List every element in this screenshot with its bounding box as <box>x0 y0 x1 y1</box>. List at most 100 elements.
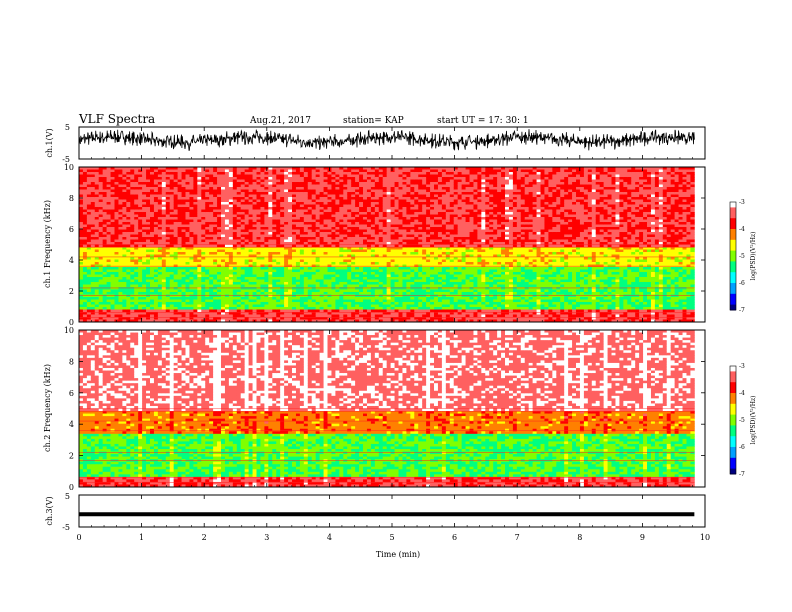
spectrogram-cell <box>245 302 249 305</box>
spectrogram-cell <box>245 315 249 318</box>
spectrogram-cell <box>371 245 375 248</box>
spectrogram-cell <box>142 205 146 208</box>
spectrogram-cell <box>146 282 150 285</box>
spectrogram-cell <box>205 270 209 273</box>
spectrogram-cell <box>186 195 190 198</box>
spectrogram-cell <box>197 240 201 243</box>
spectrogram-cell <box>312 297 316 300</box>
spectrogram-cell <box>95 302 99 305</box>
spectrogram-cell <box>189 240 193 243</box>
spectrogram-cell <box>257 202 261 205</box>
spectrogram-cell <box>166 307 170 310</box>
spectrogram-cell <box>87 292 91 295</box>
spectrogram-cell <box>363 310 367 313</box>
spectrogram-cell <box>107 272 111 275</box>
spectrogram-cell <box>186 205 190 208</box>
spectrogram-cell <box>174 172 178 175</box>
spectrogram-cell <box>130 305 134 308</box>
spectrogram-cell <box>284 245 288 248</box>
spectrogram-cell <box>339 285 343 288</box>
spectrogram-cell <box>347 172 351 175</box>
spectrogram-cell <box>91 230 95 233</box>
spectrogram-cell <box>99 292 103 295</box>
spectrogram-cell <box>292 227 296 230</box>
spectrogram-cell <box>146 275 150 278</box>
spectrogram-cell <box>154 182 158 185</box>
spectrogram-cell <box>347 227 351 230</box>
spectrogram-cell <box>331 225 335 228</box>
spectrogram-cell <box>134 252 138 255</box>
spectrogram-cell <box>213 212 217 215</box>
spectrogram-cell <box>383 262 387 265</box>
spectrogram-cell <box>312 240 316 243</box>
spectrogram-cell <box>363 260 367 263</box>
spectrogram-cell <box>367 250 371 253</box>
spectrogram-cell <box>189 197 193 200</box>
spectrogram-cell <box>272 170 276 173</box>
spectrogram-cell <box>162 192 166 195</box>
spectrogram-cell <box>193 295 197 298</box>
spectrogram-cell <box>115 270 119 273</box>
spectrogram-cell <box>221 217 225 220</box>
spectrogram-cell <box>355 197 359 200</box>
spectrogram-cell <box>126 202 130 205</box>
spectrogram-cell <box>99 302 103 305</box>
spectrogram-cell <box>170 250 174 253</box>
spectrogram-cell <box>292 230 296 233</box>
spectrogram-cell <box>339 217 343 220</box>
spectrogram-cell <box>118 197 122 200</box>
spectrogram-cell <box>233 235 237 238</box>
spectrogram-cell <box>379 280 383 283</box>
spectrogram-cell <box>316 262 320 265</box>
spectrogram-cell <box>367 192 371 195</box>
spectrogram-cell <box>197 277 201 280</box>
spectrogram-cell <box>343 227 347 230</box>
spectrogram-cell <box>126 237 130 240</box>
spectrogram-cell <box>288 287 292 290</box>
spectrogram-cell <box>391 170 395 173</box>
spectrogram-cell <box>241 310 245 313</box>
spectrogram-cell <box>186 210 190 213</box>
spectrogram-cell <box>241 270 245 273</box>
spectrogram-cell <box>375 275 379 278</box>
spectrogram-cell <box>383 252 387 255</box>
spectrogram-cell <box>146 250 150 253</box>
spectrogram-cell <box>296 187 300 190</box>
spectrogram-cell <box>320 182 324 185</box>
spectrogram-cell <box>118 245 122 248</box>
spectrogram-cell <box>134 302 138 305</box>
spectrogram-cell <box>193 175 197 178</box>
spectrogram-cell <box>328 275 332 278</box>
spectrogram-cell <box>363 315 367 318</box>
spectrogram-cell <box>138 185 142 188</box>
spectrogram-cell <box>355 217 359 220</box>
spectrogram-cell <box>142 222 146 225</box>
spectrogram-cell <box>339 307 343 310</box>
spectrogram-cell <box>79 187 83 190</box>
spectrogram-cell <box>205 217 209 220</box>
spectrogram-cell <box>99 245 103 248</box>
spectrogram-cell <box>166 172 170 175</box>
spectrogram-cell <box>395 217 399 220</box>
spectrogram-cell <box>146 222 150 225</box>
spectrogram-cell <box>328 287 332 290</box>
spectrogram-cell <box>268 302 272 305</box>
spectrogram-cell <box>79 180 83 183</box>
spectrogram-cell <box>158 237 162 240</box>
spectrogram-cell <box>217 180 221 183</box>
spectrogram-cell <box>197 315 201 318</box>
spectrogram-cell <box>288 297 292 300</box>
spectrogram-cell <box>253 192 257 195</box>
spectrogram-cell <box>111 280 115 283</box>
spectrogram-cell <box>391 225 395 228</box>
spectrogram-cell <box>347 205 351 208</box>
spectrogram-cell <box>335 295 339 298</box>
spectrogram-cell <box>111 175 115 178</box>
spectrogram-cell <box>193 287 197 290</box>
spectrogram-cell <box>154 235 158 238</box>
spectrogram-cell <box>260 232 264 235</box>
spectrogram-cell <box>118 252 122 255</box>
spectrogram-cell <box>253 310 257 313</box>
spectrogram-cell <box>387 280 391 283</box>
spectrogram-cell <box>395 175 399 178</box>
